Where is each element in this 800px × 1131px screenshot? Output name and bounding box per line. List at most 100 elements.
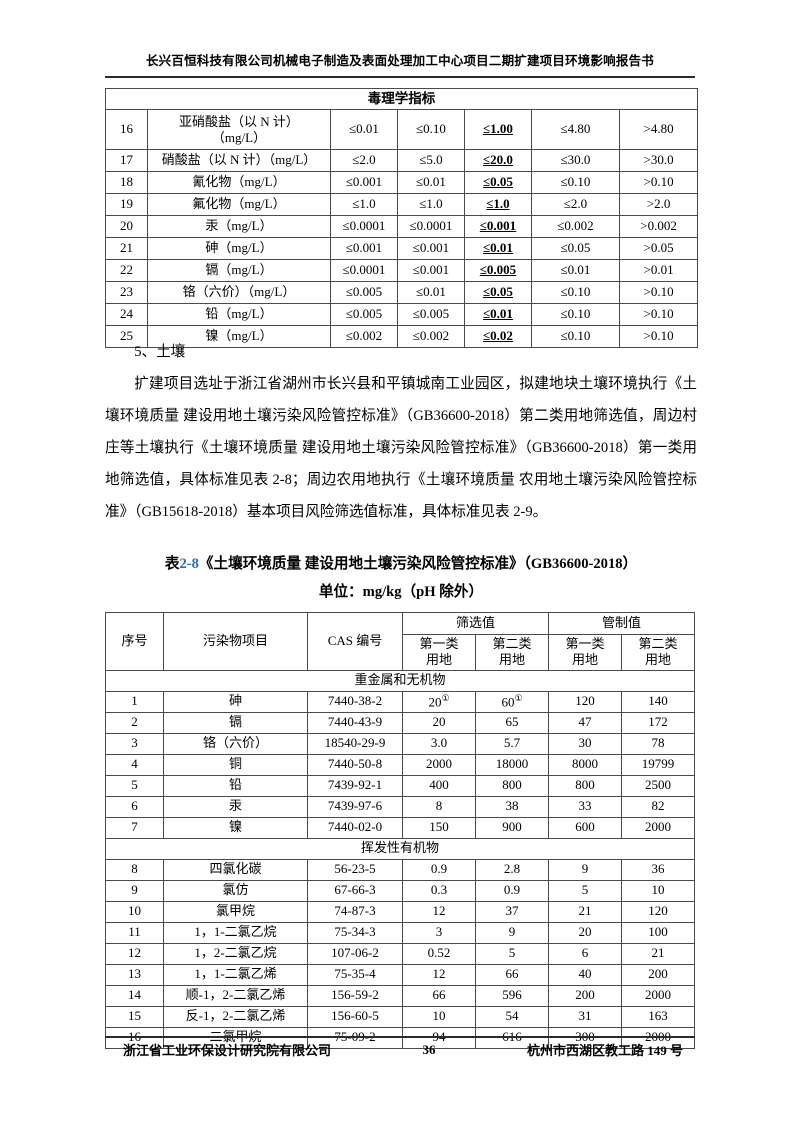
- control-class-2: 78: [621, 732, 696, 755]
- control-class-2: 172: [621, 711, 696, 734]
- value-class-1: ≤0.0001: [330, 259, 398, 282]
- row-number: 8: [105, 858, 164, 881]
- row-number: 2: [105, 711, 164, 734]
- header-group-screening: 筛选值: [401, 612, 550, 635]
- value-class-1: ≤1.0: [330, 193, 398, 216]
- table-row: 13 1，1-二氯乙烯 75-35-4 12 66 40 200: [105, 963, 696, 986]
- value-class-1: ≤0.005: [330, 303, 398, 326]
- footer-page-number: 36: [422, 1041, 436, 1057]
- table-row: 21 砷（mg/L） ≤0.001 ≤0.001 ≤0.01 ≤0.05 >0.05: [105, 237, 699, 260]
- value-class-1: ≤0.001: [330, 237, 398, 260]
- control-class-1: 33: [548, 795, 623, 818]
- row-number: 1: [105, 690, 164, 713]
- control-class-2: 2000: [621, 984, 696, 1007]
- header-group-control: 管制值: [548, 612, 696, 635]
- screening-class-2: 65: [474, 711, 550, 734]
- section-label-row: 重金属和无机物: [104, 669, 696, 692]
- row-number: 19: [105, 193, 148, 216]
- row-number: 6: [105, 795, 164, 818]
- control-class-1: 120: [548, 690, 623, 713]
- control-class-1: 47: [548, 711, 623, 734]
- value-class-4: ≤0.10: [531, 325, 620, 348]
- screening-class-1: 8: [402, 795, 476, 818]
- control-class-2: 140: [621, 690, 696, 713]
- control-class-1: 600: [548, 816, 623, 839]
- table-row: 20 汞（mg/L） ≤0.0001 ≤0.0001 ≤0.001 ≤0.002 >0.00…: [105, 215, 699, 238]
- body-text-block: 5、土壤 扩建项目选址于浙江省湖州市长兴县和平镇城南工业园区，拟建地块土壤环境执…: [105, 336, 697, 528]
- row-pollutant-name: 镉: [163, 711, 308, 734]
- value-class-1: ≤0.001: [330, 171, 398, 194]
- table-row: 6 汞 7439-97-6 8 38 33 82: [105, 795, 696, 818]
- table-row: 25 镍（mg/L） ≤0.002 ≤0.002 ≤0.02 ≤0.10 >0.10: [105, 325, 699, 348]
- table-row: 3 铬（六价） 18540-29-9 3.0 5.7 30 78: [105, 732, 696, 755]
- row-pollutant-name: 1，1-二氯乙烷: [163, 921, 308, 944]
- control-class-2: 82: [621, 795, 696, 818]
- control-class-2: 200: [621, 963, 696, 986]
- value-class-3: ≤0.02: [464, 325, 532, 348]
- row-item-name: 汞（mg/L）: [147, 215, 331, 238]
- table-row: 10 氯甲烷 74-87-3 12 37 21 120: [105, 900, 696, 923]
- caption-prefix: 表: [164, 556, 180, 572]
- control-class-1: 6: [548, 942, 623, 965]
- row-number: 3: [105, 732, 164, 755]
- screening-class-1: 20: [402, 711, 476, 734]
- value-class-5: >0.10: [618, 281, 699, 304]
- section-label: 重金属和无机物: [104, 669, 696, 692]
- screening-class-2: 0.9: [474, 879, 550, 902]
- screening-class-2: 900: [474, 816, 550, 839]
- control-class-1: 200: [548, 984, 623, 1007]
- control-class-2: 19799: [621, 753, 696, 776]
- table-row: 22 镉（mg/L） ≤0.0001 ≤0.001 ≤0.005 ≤0.01 >0.01: [105, 259, 699, 282]
- value-class-1: ≤0.005: [330, 281, 398, 304]
- value-class-4: ≤0.10: [531, 303, 620, 326]
- row-cas-number: 7439-92-1: [307, 774, 403, 797]
- row-item-name: 硝酸盐（以 N 计）（mg/L）: [147, 149, 331, 172]
- table-2-8-caption: 表2-8《土壤环境质量 建设用地土壤污染风险管控标准》（GB36600-2018…: [105, 550, 697, 578]
- row-cas-number: 7440-50-8: [307, 753, 403, 776]
- row-cas-number: 75-34-3: [307, 921, 403, 944]
- value-class-1: ≤0.01: [330, 109, 398, 150]
- header-screening-class-2: 第二类 用地: [474, 634, 550, 671]
- screening-class-2: 596: [474, 984, 550, 1007]
- table-row: 7 镍 7440-02-0 150 900 600 2000: [105, 816, 696, 839]
- table-row: 16 亚硝酸盐（以 N 计） （mg/L） ≤0.01 ≤0.10 ≤1.00 ≤4.80 >…: [105, 109, 699, 150]
- screening-class-2: 54: [474, 1005, 550, 1028]
- screening-class-1: 12: [402, 963, 476, 986]
- row-number: 10: [105, 900, 164, 923]
- row-cas-number: 7439-97-6: [307, 795, 403, 818]
- header-row-groups: 序号 污染物项目 CAS 编号 筛选值 管制值: [105, 612, 696, 671]
- row-number: 9: [105, 879, 164, 902]
- value-class-1: ≤0.002: [330, 325, 398, 348]
- value-class-2: ≤0.0001: [397, 215, 465, 238]
- control-class-1: 20: [548, 921, 623, 944]
- row-cas-number: 75-35-4: [307, 963, 403, 986]
- value-class-2: ≤0.001: [397, 237, 465, 260]
- screening-class-1: 20①: [402, 690, 476, 713]
- screening-class-2: 38: [474, 795, 550, 818]
- row-cas-number: 7440-38-2: [307, 690, 403, 713]
- value-class-5: >0.10: [618, 171, 699, 194]
- row-cas-number: 56-23-5: [307, 858, 403, 881]
- screening-class-1: 3.0: [402, 732, 476, 755]
- row-pollutant-name: 镍: [163, 816, 308, 839]
- row-number: 21: [105, 237, 148, 260]
- row-pollutant-name: 铅: [163, 774, 308, 797]
- value-class-4: ≤0.10: [531, 281, 620, 304]
- value-class-4: ≤4.80: [531, 109, 620, 150]
- row-number: 18: [105, 171, 148, 194]
- row-number: 23: [105, 281, 148, 304]
- value-class-1: ≤0.0001: [330, 215, 398, 238]
- row-item-name: 氟化物（mg/L）: [147, 193, 331, 216]
- table-row: 1 砷 7440-38-2 20① 60① 120 140: [105, 690, 696, 713]
- value-class-5: >2.0: [618, 193, 699, 216]
- value-class-2: ≤0.01: [397, 281, 465, 304]
- row-item-name: 镉（mg/L）: [147, 259, 331, 282]
- value-class-2: ≤0.005: [397, 303, 465, 326]
- control-class-2: 163: [621, 1005, 696, 1028]
- screening-class-2: 18000: [474, 753, 550, 776]
- section-label: 挥发性有机物: [104, 837, 696, 860]
- row-number: 11: [105, 921, 164, 944]
- screening-class-2: 5: [474, 942, 550, 965]
- value-class-3: ≤0.05: [464, 171, 532, 194]
